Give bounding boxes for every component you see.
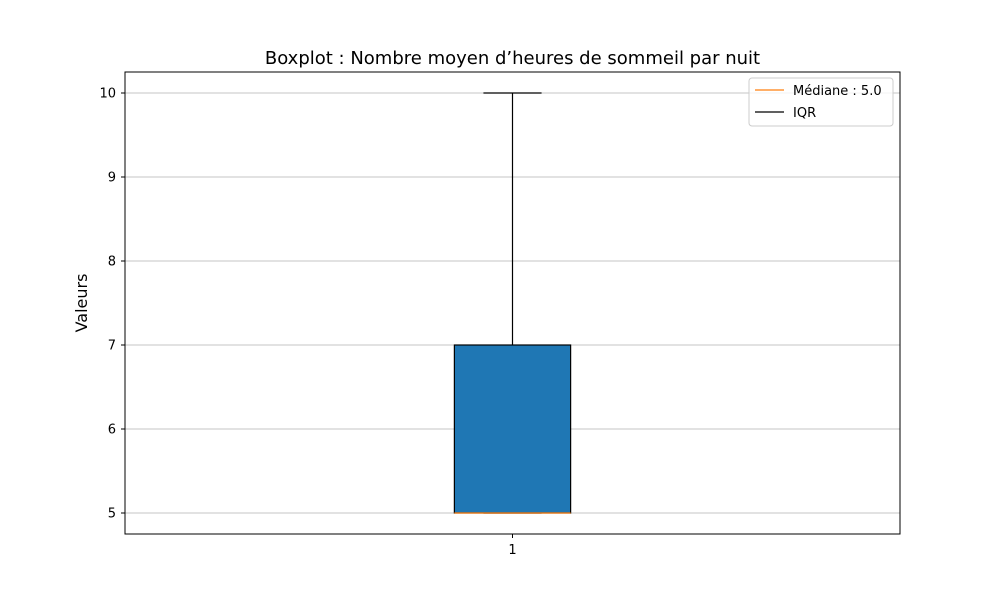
x-tick-label: 1: [508, 543, 516, 558]
chart-title: Boxplot : Nombre moyen d’heures de somme…: [265, 48, 760, 69]
y-tick-label: 8: [108, 255, 116, 270]
legend-median-label: Médiane : 5.0: [793, 84, 882, 99]
y-tick-label: 5: [108, 507, 116, 522]
y-tick-label: 6: [108, 423, 116, 438]
legend-iqr-label: IQR: [793, 106, 816, 121]
y-tick-label: 9: [108, 171, 116, 186]
legend: Médiane : 5.0 IQR: [748, 77, 894, 127]
y-tick-label: 10: [99, 87, 116, 102]
y-tick-label: 7: [108, 339, 116, 354]
x-axis-ticks: 1: [508, 534, 517, 558]
plot-area-frame: [124, 71, 901, 535]
box-series: [453, 92, 572, 514]
box-group: [453, 92, 572, 514]
legend-frame: [748, 77, 894, 127]
y-axis-label: Valeurs: [72, 274, 91, 333]
y-axis-ticks: 5 6 7 8 9 10: [99, 87, 125, 522]
iqr-box: [453, 344, 572, 514]
